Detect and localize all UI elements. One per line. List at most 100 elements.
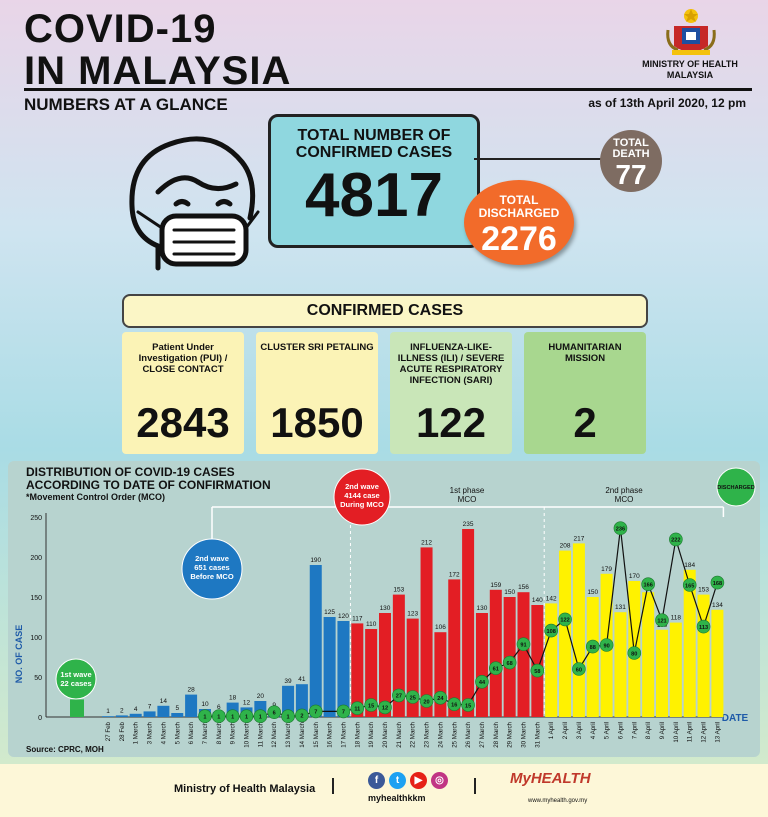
discharged-value: 121	[657, 619, 666, 625]
x-tick-label: 27 March	[479, 721, 486, 747]
x-tick-label: 4 March	[160, 721, 167, 744]
discharged-value: 91	[520, 643, 526, 649]
discharged-dot	[641, 577, 655, 591]
x-tick-label: 17 March	[340, 721, 347, 747]
discharged-value: 122	[560, 618, 569, 624]
bar-value-label: 134	[712, 602, 723, 609]
discharged-value: 236	[616, 527, 625, 533]
bar-value-label: 6	[217, 704, 221, 711]
facebook-icon[interactable]: f	[368, 772, 385, 789]
x-tick-label: 1 April	[548, 722, 555, 739]
y-tick-label: 250	[30, 515, 42, 522]
bar	[462, 529, 475, 717]
card-value: 2	[573, 399, 597, 446]
bar	[614, 612, 627, 717]
moh-coat-of-arms-icon	[666, 9, 716, 55]
card-value: 1850	[270, 399, 364, 446]
discharged-dot	[239, 709, 254, 723]
discharged-value: 80	[631, 651, 637, 657]
discharged-dot	[364, 698, 378, 712]
x-tick-label: 3 April	[576, 722, 583, 739]
bar-value-label: 1	[106, 708, 110, 715]
discharged-legend	[716, 467, 756, 507]
discharged-dot	[212, 709, 226, 723]
footer-ministry: Ministry of Health Malaysia	[174, 783, 316, 795]
x-tick-label: 4 April	[590, 722, 597, 739]
x-tick-label: 11 April	[687, 722, 694, 742]
discharged-line	[204, 528, 718, 717]
card-label: HUMANITARIAN MISSION	[548, 342, 622, 364]
twitter-icon[interactable]: t	[389, 772, 406, 789]
x-tick-label: 8 March	[216, 721, 223, 744]
discharged-value: 20	[423, 699, 429, 705]
discharged-value: 61	[493, 667, 499, 673]
social-handle[interactable]: myhealthkkm	[368, 793, 426, 803]
phase1-label: MCO	[458, 495, 477, 504]
discharged-value: 222	[671, 538, 680, 544]
bar	[157, 705, 170, 717]
x-tick-label: 24 March	[437, 721, 444, 747]
card-ili-sari: INFLUENZA-LIKE-ILLNESS (ILI) / SEVERE AC…	[390, 332, 512, 454]
bar	[475, 613, 488, 717]
discharged-dot	[627, 646, 642, 660]
instagram-icon[interactable]: ◎	[431, 772, 448, 789]
card-value: 2843	[136, 399, 230, 446]
discharged-value: 166	[643, 583, 652, 589]
discharged-dot	[669, 532, 683, 547]
discharged-dot	[475, 675, 489, 689]
bar-value-label: 170	[629, 573, 640, 580]
discharged-value: 168	[713, 581, 722, 587]
x-tick-label: 21 March	[396, 721, 403, 747]
discharged-value: 7	[342, 710, 345, 716]
bar-value-label: 10	[201, 701, 209, 708]
chart-note: *Movement Control Order (MCO)	[26, 492, 166, 502]
discharged-dot	[447, 697, 462, 711]
bar-value-label: 150	[504, 589, 515, 596]
wave2-pre-label: 651 cases	[194, 563, 229, 572]
x-tick-label: 10 April	[673, 722, 680, 743]
bar	[115, 715, 128, 717]
bar	[309, 565, 322, 717]
phase2-label: MCO	[615, 495, 634, 504]
footer-divider	[474, 778, 476, 794]
discharged-dot	[308, 704, 323, 719]
x-tick-label: 2 April	[562, 722, 569, 739]
bar	[351, 623, 364, 717]
myhealth-url[interactable]: www.myhealth.gov.my	[528, 798, 588, 804]
y-tick-label: 200	[30, 555, 42, 562]
discharged-value: 108	[547, 629, 556, 635]
discharged-legend-label: DISCHARGED	[717, 485, 755, 491]
x-tick-label: 20 March	[382, 721, 389, 747]
discharged-dot	[613, 521, 628, 535]
discharged-value: 7	[314, 710, 317, 716]
x-tick-label: 29 March	[507, 721, 514, 747]
discharged-value: 60	[576, 667, 582, 673]
x-tick-label: 18 March	[354, 721, 361, 747]
discharged-dot	[599, 638, 614, 652]
wave2-mco-bubble	[333, 468, 391, 526]
discharged-dot	[392, 688, 406, 703]
wave2-pre-label: 2nd wave	[195, 554, 229, 563]
bar	[448, 579, 461, 717]
discharged-dot	[585, 639, 600, 654]
bar-value-label: 153	[393, 587, 404, 594]
discharged-dot	[405, 690, 420, 704]
discharged-value: 68	[507, 661, 513, 667]
bar-value-label: 131	[615, 604, 626, 611]
bar	[586, 597, 599, 717]
bar-value-label: 156	[518, 584, 529, 591]
discharged-value: 58	[534, 669, 540, 675]
x-tick-label: 13 April	[714, 722, 721, 743]
bar	[517, 592, 530, 717]
youtube-icon[interactable]: ▶	[410, 772, 427, 789]
bar-value-label: 117	[352, 615, 363, 622]
y-axis-label: NO. OF CASE	[14, 625, 24, 684]
as-of-timestamp: as of 13th April 2020, 12 pm	[588, 96, 746, 110]
discharged-value: 15	[465, 703, 471, 709]
bar-value-label: 28	[187, 687, 195, 694]
card-humanitarian-mission: HUMANITARIAN MISSION 2	[524, 332, 646, 454]
x-tick-label: 16 March	[327, 721, 334, 747]
discharged-value: 27	[396, 694, 402, 700]
bar-value-label: 7	[148, 703, 152, 710]
